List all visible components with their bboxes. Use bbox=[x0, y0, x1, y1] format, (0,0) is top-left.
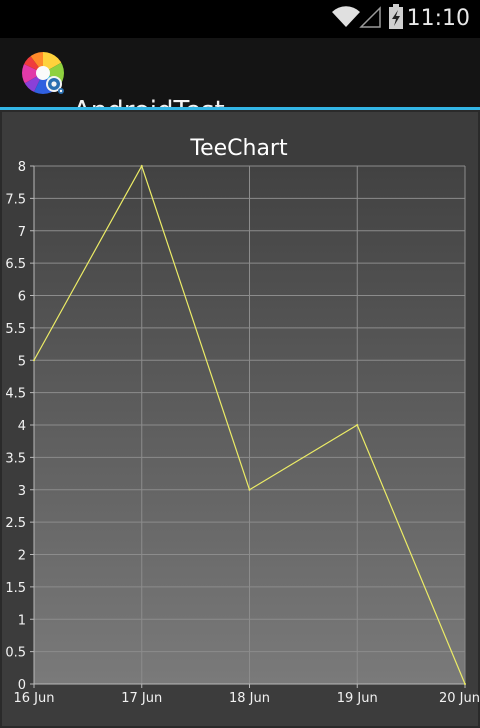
y-tick-label: 3 bbox=[18, 484, 26, 499]
y-tick-label: 2 bbox=[18, 549, 26, 564]
y-tick-label: 7 bbox=[18, 225, 26, 240]
y-tick-label: 2.5 bbox=[5, 516, 26, 531]
y-tick-label: 1.5 bbox=[5, 581, 26, 596]
y-tick-label: 7.5 bbox=[5, 192, 26, 207]
status-time: 11:10 bbox=[406, 6, 470, 31]
data-point bbox=[33, 359, 35, 362]
action-bar[interactable]: AndroidTest bbox=[0, 38, 480, 126]
x-tick-label: 16 Jun bbox=[14, 691, 55, 706]
chart-panel: 0 0.5 1 1.5 2 2.5 3 3.5 4 4.5 5 5.5 6 6.5 7 7.5 8 16 Jun… bbox=[0, 110, 480, 728]
x-tick-label: 17 Jun bbox=[121, 691, 162, 706]
chart-title: TeeChart bbox=[189, 136, 288, 161]
signal-icon bbox=[359, 6, 381, 28]
data-point bbox=[464, 683, 466, 685]
y-tick-label: 4 bbox=[18, 419, 26, 434]
x-tick-labels: 16 Jun 17 Jun 18 Jun 19 Jun 20 Jun bbox=[14, 684, 480, 706]
y-tick-label: 6 bbox=[18, 290, 26, 305]
y-tick-label: 0.5 bbox=[5, 646, 26, 661]
color-wheel-gear-icon[interactable] bbox=[20, 50, 80, 110]
battery-charging-icon bbox=[389, 4, 403, 29]
y-tick-label: 4.5 bbox=[5, 387, 26, 402]
series-group bbox=[33, 164, 466, 685]
wifi-icon bbox=[332, 6, 360, 28]
y-tick-labels: 0 0.5 1 1.5 2 2.5 3 3.5 4 4.5 5 5.5 6 6.5 7 7.5 8 bbox=[5, 160, 34, 693]
x-tick-label: 19 Jun bbox=[337, 691, 378, 706]
y-tick-label: 0 bbox=[18, 678, 26, 693]
y-tick-label: 8 bbox=[18, 160, 26, 175]
teechart-chart: 0 0.5 1 1.5 2 2.5 3 3.5 4 4.5 5 5.5 6 6.5 7 7.5 8 16 Jun… bbox=[0, 110, 480, 728]
status-icons bbox=[332, 4, 403, 29]
gear-icon bbox=[46, 76, 64, 94]
data-point bbox=[248, 488, 251, 491]
data-point bbox=[356, 424, 359, 426]
y-tick-label: 1 bbox=[18, 613, 26, 628]
data-point bbox=[140, 165, 143, 167]
y-tick-label: 6.5 bbox=[5, 257, 26, 272]
y-tick-label: 5.5 bbox=[5, 322, 26, 337]
y-tick-label: 3.5 bbox=[5, 451, 26, 466]
status-bar: 11:10 bbox=[0, 0, 480, 38]
x-tick-label: 20 Jun bbox=[439, 691, 480, 706]
y-tick-label: 5 bbox=[18, 354, 26, 369]
action-bar-divider bbox=[0, 107, 480, 110]
chart-border bbox=[0, 110, 480, 728]
x-tick-label: 18 Jun bbox=[229, 691, 270, 706]
